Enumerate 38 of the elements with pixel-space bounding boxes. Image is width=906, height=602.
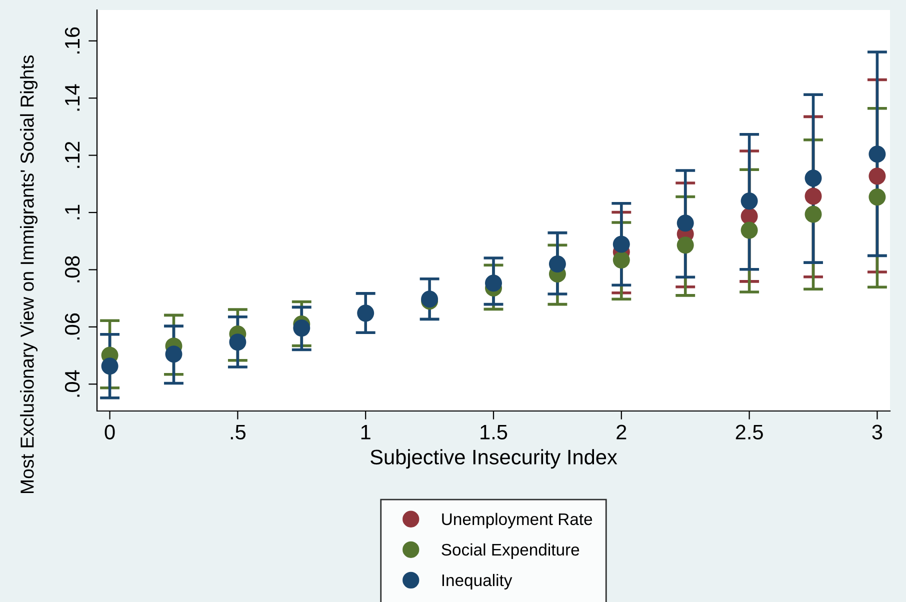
- x-tick-label: 2: [616, 424, 626, 440]
- y-tick-label: .16: [64, 27, 80, 54]
- y-tick-label: .14: [65, 84, 80, 111]
- point: [676, 236, 694, 254]
- point: [484, 274, 502, 292]
- y-tick-label: .12: [64, 142, 80, 168]
- point: [804, 206, 822, 223]
- point: [548, 255, 566, 272]
- y-tick-label: .1: [65, 204, 80, 220]
- x-tick-label: .5: [230, 424, 246, 440]
- point: [612, 251, 630, 268]
- y-tick-label: .04: [64, 370, 80, 397]
- x-tick-label: 1.5: [480, 424, 508, 440]
- point: [740, 192, 758, 210]
- point: [229, 334, 246, 351]
- point: [868, 168, 886, 185]
- point: [612, 236, 630, 253]
- y-tick-label: .08: [64, 256, 80, 282]
- point: [868, 146, 886, 163]
- legend-label: Social Expenditure: [442, 543, 580, 559]
- y-axis-title: Most Exclusionary View on Immigrants' Social Rights: [20, 55, 38, 494]
- x-tick-label: 3: [872, 424, 882, 440]
- point: [101, 358, 118, 375]
- x-tick-label: 2.5: [736, 424, 763, 440]
- y-tick-label: .06: [64, 313, 80, 340]
- x-axis-title: Subjective Insecurity Index: [370, 449, 618, 469]
- point: [357, 304, 374, 322]
- legend-label: Inequality: [442, 574, 512, 590]
- point: [804, 170, 822, 187]
- point: [868, 188, 886, 206]
- x-tick-label: 1: [361, 424, 370, 440]
- point: [676, 214, 694, 232]
- legend-label: Unemployment Rate: [442, 512, 592, 528]
- point: [165, 346, 182, 363]
- point: [740, 222, 758, 239]
- point: [804, 188, 822, 205]
- point: [293, 320, 310, 337]
- x-tick-label: 0: [104, 424, 115, 440]
